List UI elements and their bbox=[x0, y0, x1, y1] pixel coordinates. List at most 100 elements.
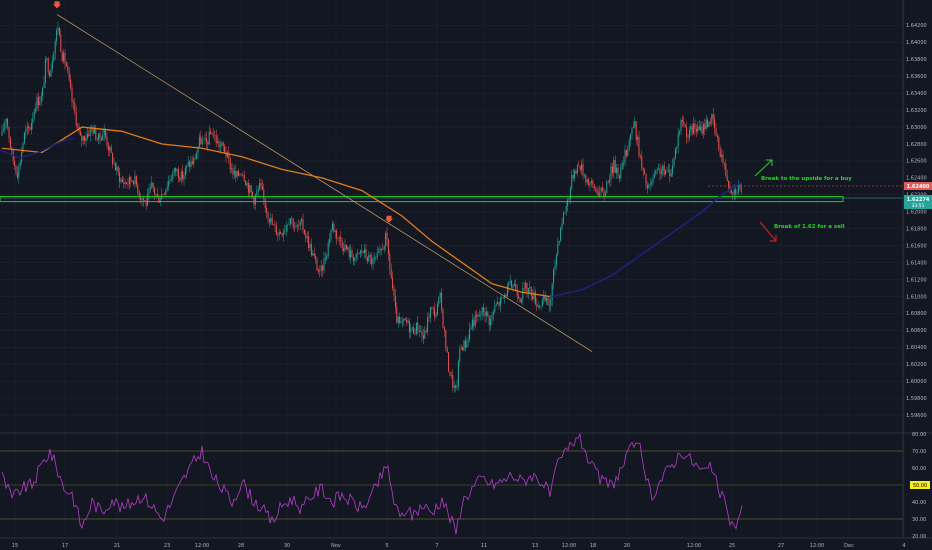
candle-body bbox=[145, 200, 147, 206]
candle-body bbox=[484, 312, 486, 316]
candle-body bbox=[85, 138, 87, 142]
candle-body bbox=[198, 136, 200, 148]
candle-body bbox=[583, 175, 585, 177]
candle-body bbox=[653, 174, 655, 178]
candle-body bbox=[646, 185, 648, 189]
candle-body bbox=[568, 199, 570, 200]
x-tick-label: 30 bbox=[284, 543, 290, 549]
candle-body bbox=[364, 249, 366, 254]
y-tick-label: 1.62600 bbox=[906, 159, 927, 165]
candle-body bbox=[128, 176, 130, 185]
candle-body bbox=[366, 257, 368, 262]
candle-body bbox=[418, 330, 420, 332]
candle-body bbox=[289, 218, 291, 224]
candle-body bbox=[1, 130, 3, 136]
candle-body bbox=[530, 287, 532, 297]
candle-body bbox=[491, 314, 493, 319]
candle-body bbox=[663, 165, 665, 175]
candle-body bbox=[553, 269, 555, 284]
y-tick-label: 1.63400 bbox=[906, 91, 927, 97]
candle-body bbox=[217, 141, 219, 144]
y-tick-label: 1.59800 bbox=[906, 396, 927, 402]
candle-body bbox=[669, 169, 671, 177]
x-tick-label: 15 bbox=[12, 543, 18, 549]
candle-body bbox=[480, 314, 482, 316]
candle-body bbox=[357, 252, 359, 254]
candle-body bbox=[291, 218, 293, 219]
candle-body bbox=[316, 259, 318, 271]
x-tick-label: 13 bbox=[532, 543, 538, 549]
candle-body bbox=[131, 181, 133, 183]
candle-body bbox=[323, 258, 325, 271]
candle-body bbox=[58, 27, 60, 35]
candle-body bbox=[277, 234, 279, 236]
candle-body bbox=[394, 295, 396, 307]
candle-body bbox=[369, 254, 371, 258]
candle-body bbox=[564, 212, 566, 214]
candle-body bbox=[473, 319, 475, 326]
candle-body bbox=[683, 121, 685, 125]
candle-body bbox=[527, 288, 529, 293]
candle-body bbox=[733, 189, 735, 195]
candle-body bbox=[282, 232, 284, 236]
candle-body bbox=[609, 179, 611, 183]
candle-body bbox=[250, 185, 252, 193]
candle-body bbox=[719, 149, 721, 157]
candle-body bbox=[95, 128, 97, 140]
candle-body bbox=[498, 302, 500, 306]
candle-body bbox=[390, 268, 392, 278]
candle-body bbox=[541, 299, 543, 306]
candle-body bbox=[519, 298, 521, 303]
ma-blue-line bbox=[551, 181, 743, 298]
candle-body bbox=[168, 181, 170, 187]
candle-body bbox=[84, 136, 86, 142]
candle-body bbox=[687, 137, 689, 138]
candle-body bbox=[305, 234, 307, 239]
candle-body bbox=[116, 166, 118, 171]
candle-body bbox=[525, 282, 527, 289]
candle-body bbox=[704, 124, 706, 130]
candle-body bbox=[449, 371, 451, 376]
candle-body bbox=[477, 315, 479, 317]
candle-body bbox=[579, 165, 581, 171]
x-tick-label: 4 bbox=[902, 543, 905, 549]
candle-body bbox=[25, 130, 27, 133]
candle-body bbox=[49, 72, 51, 77]
x-tick-label: 25 bbox=[729, 543, 735, 549]
candle-body bbox=[460, 347, 462, 350]
candle-body bbox=[726, 175, 728, 181]
candle-body bbox=[36, 97, 38, 109]
candle-body bbox=[497, 302, 499, 304]
candle-body bbox=[302, 219, 304, 230]
y-tick-label: 1.63200 bbox=[906, 108, 927, 114]
candle-body bbox=[93, 128, 95, 134]
candle-body bbox=[345, 245, 347, 250]
candle-body bbox=[515, 283, 517, 290]
candle-body bbox=[596, 189, 598, 194]
candle-body bbox=[467, 339, 469, 341]
candle-body bbox=[495, 303, 497, 307]
candle-body bbox=[64, 52, 66, 64]
candle-body bbox=[576, 165, 578, 174]
candle-body bbox=[218, 141, 220, 148]
candle-body bbox=[641, 156, 643, 168]
candle-body bbox=[133, 181, 135, 185]
candle-body bbox=[585, 175, 587, 183]
candle-body bbox=[106, 137, 108, 146]
candle-body bbox=[208, 131, 210, 145]
candle-body bbox=[99, 133, 101, 139]
y-tick-label: 1.61800 bbox=[906, 227, 927, 233]
candle-body bbox=[296, 225, 298, 227]
candle-body bbox=[620, 167, 622, 179]
candle-body bbox=[169, 180, 171, 182]
candle-body bbox=[623, 162, 625, 164]
candle-body bbox=[729, 187, 731, 191]
candle-body bbox=[247, 183, 249, 193]
candle-body bbox=[60, 34, 62, 52]
candle-body bbox=[7, 118, 9, 127]
candle-body bbox=[686, 127, 688, 138]
candle-body bbox=[677, 133, 679, 147]
candle-body bbox=[260, 182, 262, 187]
candle-body bbox=[672, 165, 674, 174]
